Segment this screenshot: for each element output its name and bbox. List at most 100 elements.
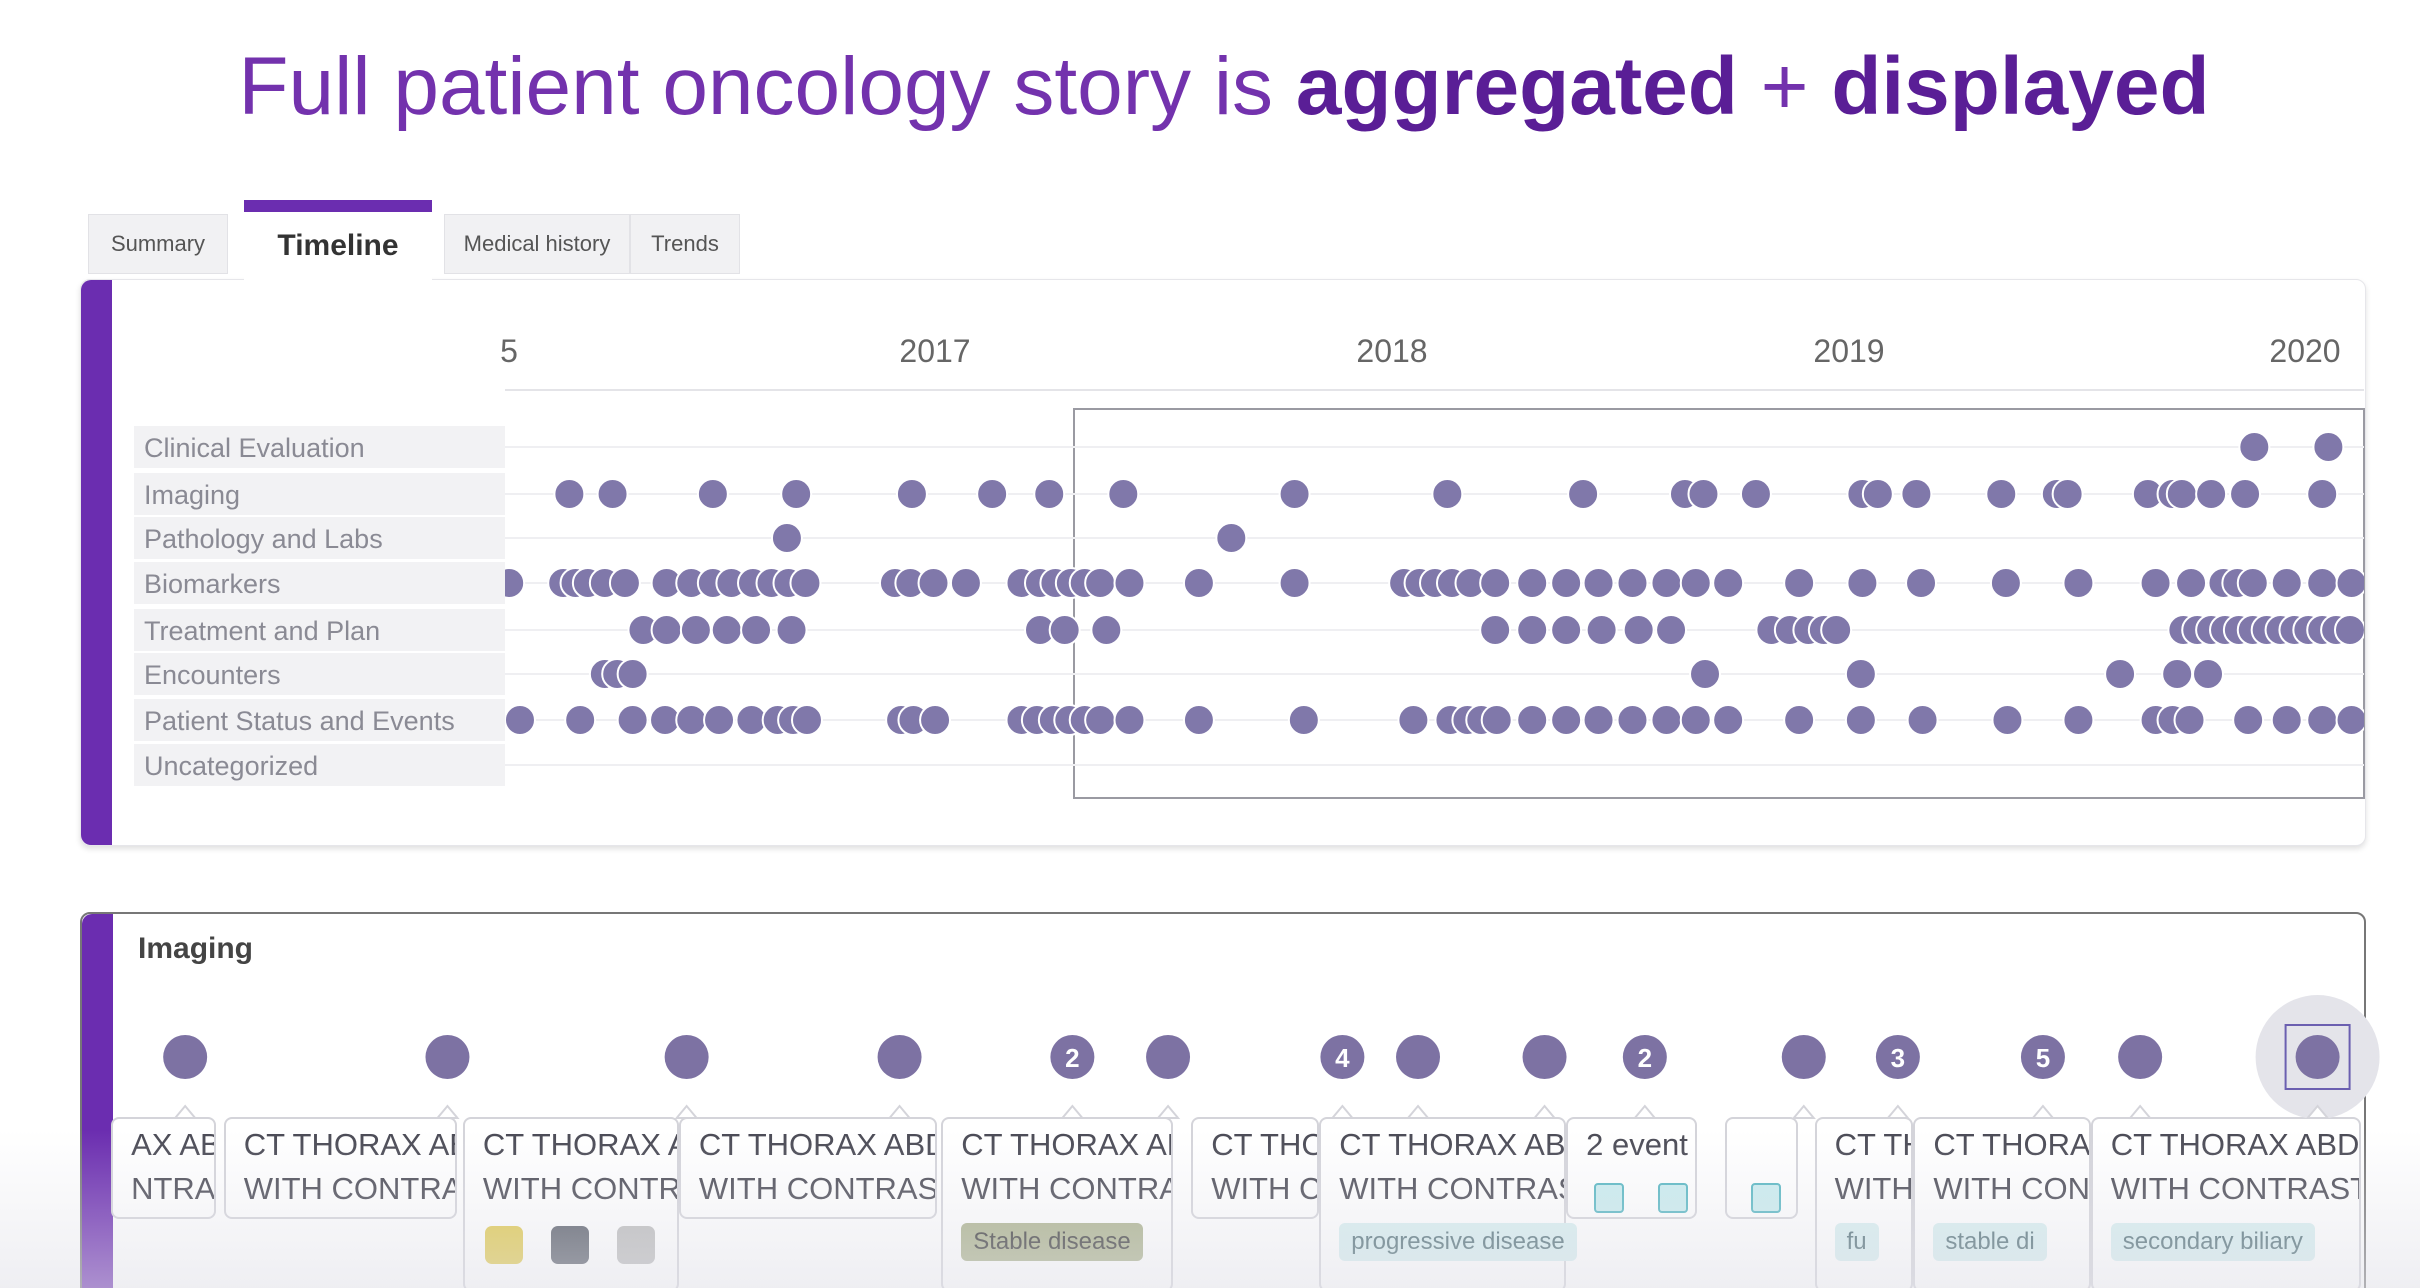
event-dot: [2062, 704, 2095, 736]
card-notch: [1155, 1104, 1181, 1119]
event-dot: [1900, 478, 1933, 510]
row-label: Imaging: [144, 480, 240, 510]
event-dot: [917, 567, 950, 599]
event-dot: [2229, 478, 2262, 510]
event-dot: [789, 567, 822, 599]
event-dot: [1479, 614, 1512, 646]
event-dot: [1550, 704, 1583, 736]
event-dot: [1989, 567, 2022, 599]
row-label-bg: [134, 699, 505, 741]
event-dot: [1739, 478, 1772, 510]
imaging-dot[interactable]: [1050, 1035, 1095, 1079]
imaging-dot[interactable]: [1396, 1035, 1441, 1079]
count-badge: 2: [1065, 1043, 1079, 1073]
event-dot: [2306, 478, 2339, 510]
tab[interactable]: Medical history: [444, 214, 630, 274]
event-dot: [949, 567, 982, 599]
year-label: 2018: [1356, 333, 1427, 369]
event-dot: [1107, 478, 1140, 510]
event-dot: [1991, 704, 2024, 736]
event-dot: [976, 478, 1009, 510]
event-dot: [1585, 614, 1618, 646]
accent-bar: [81, 280, 112, 845]
card-notch: [1330, 1104, 1355, 1119]
count-badge: 5: [2036, 1043, 2050, 1073]
event-dot: [596, 478, 629, 510]
event-dot: [1622, 614, 1655, 646]
event-dot: [1550, 567, 1583, 599]
event-dot: [1861, 478, 1894, 510]
event-dot: [1616, 567, 1649, 599]
event-dot: [1431, 478, 1464, 510]
event-dot: [616, 658, 649, 690]
event-dot: [1113, 704, 1146, 736]
event-dot: [775, 614, 808, 646]
event-dot: [1215, 522, 1248, 554]
imaging-dot[interactable]: [2295, 1035, 2340, 1079]
imaging-dot[interactable]: [1875, 1035, 1920, 1079]
tab[interactable]: Timeline: [244, 200, 432, 280]
row-label-bg: [134, 744, 505, 786]
row-label-bg: [134, 473, 505, 515]
row-label: Treatment and Plan: [144, 616, 380, 646]
event-dot: [2104, 658, 2137, 690]
imaging-dot[interactable]: [1320, 1035, 1365, 1079]
event-dot: [1679, 704, 1712, 736]
event-dot: [919, 704, 952, 736]
year-label: 2017: [899, 333, 970, 369]
event-dot: [1679, 567, 1712, 599]
event-dot: [2270, 567, 2303, 599]
event-dot: [1567, 478, 1600, 510]
event-dot: [2333, 614, 2364, 646]
imaging-dot[interactable]: [1781, 1035, 1826, 1079]
tab[interactable]: Summary: [88, 214, 228, 274]
imaging-dot[interactable]: [425, 1035, 470, 1079]
title-bold: displayed: [1831, 41, 2210, 132]
event-dot: [1278, 567, 1311, 599]
imaging-dot[interactable]: [877, 1035, 922, 1079]
imaging-dot[interactable]: [2118, 1035, 2163, 1079]
selected-outline: [2284, 1024, 2351, 1090]
imaging-dot[interactable]: [163, 1035, 208, 1079]
event-dot: [1905, 567, 1938, 599]
event-dot: [553, 478, 586, 510]
card-notch: [1060, 1104, 1085, 1119]
event-dot: [1033, 478, 1066, 510]
event-dot: [2139, 567, 2172, 599]
imaging-dot[interactable]: [1622, 1035, 1667, 1079]
event-dot: [1844, 704, 1877, 736]
event-dot: [1820, 614, 1853, 646]
card-notch: [887, 1104, 912, 1119]
row-label: Pathology and Labs: [144, 524, 383, 554]
event-dot: [895, 478, 928, 510]
event-dot: [1689, 658, 1722, 690]
row-label: Biomarkers: [144, 569, 281, 599]
event-dot: [1090, 614, 1123, 646]
event-dot: [2175, 567, 2208, 599]
imaging-dot[interactable]: [1522, 1035, 1567, 1079]
event-dot: [616, 704, 649, 736]
event-dot: [1616, 704, 1649, 736]
imaging-dot[interactable]: [664, 1035, 709, 1079]
event-dot: [703, 704, 736, 736]
event-dot: [2192, 658, 2225, 690]
row-label: Clinical Evaluation: [144, 433, 365, 463]
title-bold: aggregated: [1295, 41, 1738, 132]
event-dot: [1985, 478, 2018, 510]
tab[interactable]: Trends: [630, 214, 740, 274]
card-notch: [674, 1104, 699, 1119]
row-label-bg: [134, 562, 505, 604]
event-dot: [1048, 614, 1081, 646]
imaging-dot[interactable]: [2020, 1035, 2065, 1079]
event-dot: [790, 704, 823, 736]
event-dot: [1182, 567, 1215, 599]
title-lead: Full patient oncology story is: [238, 41, 1274, 132]
event-dot: [1582, 704, 1615, 736]
event-dot: [696, 478, 729, 510]
imaging-dot[interactable]: [1146, 1035, 1191, 1079]
event-dot: [1287, 704, 1320, 736]
count-badge: 3: [1891, 1043, 1905, 1073]
event-dot: [2062, 567, 2095, 599]
event-dot: [608, 567, 641, 599]
